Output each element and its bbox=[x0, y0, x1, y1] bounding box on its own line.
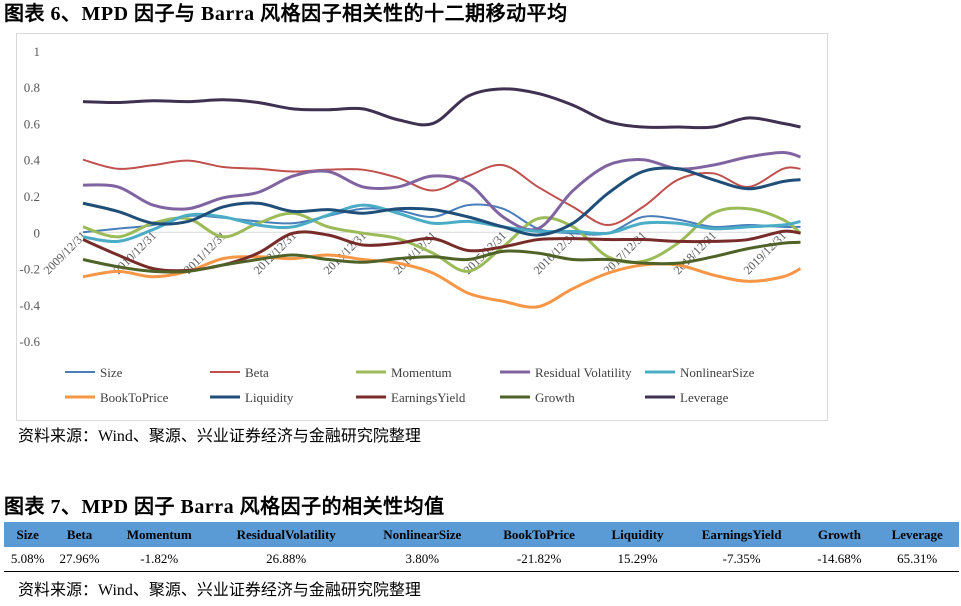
figure-7-title: 图表 7、MPD 因子 Barra 风格因子的相关性均值 bbox=[4, 496, 445, 518]
correlation-table: Size Beta Momentum ResidualVolatility Nonlin… bbox=[4, 522, 959, 572]
table-cell: 27.96% bbox=[51, 547, 108, 572]
y-tick-label: -0.2 bbox=[19, 262, 40, 277]
series-line-booktoprice bbox=[82, 253, 802, 309]
table-cell: -1.82% bbox=[107, 547, 211, 572]
y-tick-label: 0.4 bbox=[24, 153, 41, 168]
legend-label: Growth bbox=[535, 390, 575, 405]
series-line-leverage bbox=[82, 87, 801, 130]
column-header: Beta bbox=[51, 522, 108, 547]
legend-label: Beta bbox=[245, 365, 269, 380]
legend-label: NonlinearSize bbox=[680, 365, 755, 380]
chart-frame bbox=[16, 33, 828, 421]
y-tick-label: -0.4 bbox=[19, 298, 40, 313]
table-cell: -14.68% bbox=[803, 547, 876, 572]
legend-label: Momentum bbox=[391, 365, 452, 380]
figure-6-title: 图表 6、MPD 因子与 Barra 风格因子相关性的十二期移动平均 bbox=[4, 3, 568, 25]
legend-label: Residual Volatility bbox=[535, 365, 632, 380]
legend-label: EarningsYield bbox=[391, 390, 466, 405]
y-tick-label: 0.2 bbox=[24, 189, 40, 204]
y-tick-label: 0.6 bbox=[24, 116, 41, 131]
y-tick-label: -0.6 bbox=[19, 334, 40, 349]
column-header: EarningsYield bbox=[679, 522, 804, 547]
column-header: BookToPrice bbox=[482, 522, 596, 547]
table-cell: 15.29% bbox=[595, 547, 680, 572]
y-tick-label: 0 bbox=[34, 225, 41, 240]
table-cell: 26.88% bbox=[210, 547, 362, 572]
legend-label: Liquidity bbox=[245, 390, 294, 405]
column-header: Size bbox=[4, 522, 52, 547]
series-line-liquidity bbox=[82, 166, 801, 237]
y-tick-label: 1 bbox=[34, 44, 41, 59]
figure-7-source: 资料来源：Wind、聚源、兴业证券经济与金融研究院整理 bbox=[18, 582, 421, 599]
table-cell: 3.80% bbox=[361, 547, 483, 572]
table-cell: -7.35% bbox=[679, 547, 804, 572]
legend-label: Size bbox=[100, 365, 123, 380]
figure-6-source: 资料来源：Wind、聚源、兴业证券经济与金融研究院整理 bbox=[18, 428, 421, 445]
column-header: Growth bbox=[803, 522, 876, 547]
series-line-growth bbox=[82, 240, 801, 274]
legend-label: Leverage bbox=[680, 390, 729, 405]
column-header: Leverage bbox=[875, 522, 959, 547]
table-cell: -21.82% bbox=[482, 547, 596, 572]
column-header: Liquidity bbox=[595, 522, 680, 547]
table-header-row: Size Beta Momentum ResidualVolatility Nonlin… bbox=[4, 522, 959, 547]
column-header: Momentum bbox=[107, 522, 211, 547]
table-cell: 5.08% bbox=[4, 547, 52, 572]
legend-label: BookToPrice bbox=[100, 390, 169, 405]
y-tick-label: 0.8 bbox=[24, 80, 40, 95]
series-line-residual-volatility bbox=[82, 150, 801, 232]
column-header: NonlinearSize bbox=[361, 522, 483, 547]
table-row: 5.08% 27.96% -1.82% 26.88% 3.80% -21.82% 15.29… bbox=[4, 547, 959, 572]
table-cell: 65.31% bbox=[875, 547, 959, 572]
column-header: ResidualVolatility bbox=[210, 522, 362, 547]
